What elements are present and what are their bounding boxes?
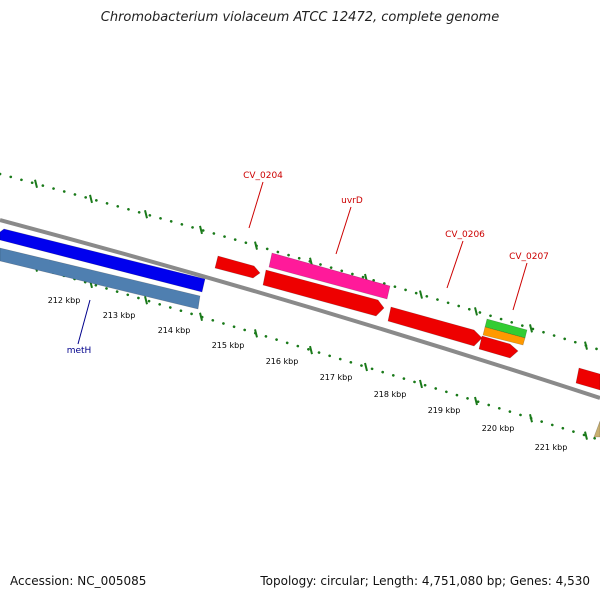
cv0204-leader xyxy=(248,181,264,229)
major-tick xyxy=(89,194,93,204)
major-tick xyxy=(254,241,258,250)
tick-label: 221 kbp xyxy=(535,443,568,452)
label-cv0204: CV_0204 xyxy=(243,171,283,181)
major-tick xyxy=(529,324,533,333)
major-tick xyxy=(144,295,148,305)
tick-label: 220 kbp xyxy=(482,424,515,433)
gene-red-3[interactable] xyxy=(387,306,483,347)
major-tick xyxy=(584,431,588,440)
major-tick xyxy=(419,290,423,299)
map-title: Chromobacterium violaceum ATCC 12472, co… xyxy=(100,10,500,25)
major-tick xyxy=(254,329,258,338)
major-tick xyxy=(419,379,423,389)
major-tick xyxy=(474,307,478,316)
tick-labels: 212 kbp 213 kbp 214 kbp 215 kbp 216 kbp … xyxy=(48,296,568,452)
gene-orange[interactable] xyxy=(482,326,526,346)
cv0206-leader xyxy=(446,240,464,289)
label-uvrd: uvrD xyxy=(341,196,363,206)
gene-red-1[interactable] xyxy=(214,255,261,279)
cv0207-leader xyxy=(512,262,528,311)
major-tick xyxy=(584,341,588,350)
meth-leader xyxy=(77,299,91,345)
major-tick xyxy=(364,362,368,372)
outer-dot-track xyxy=(0,172,600,352)
major-tick xyxy=(34,179,38,189)
gene-tan[interactable] xyxy=(593,420,600,438)
label-cv0206: CV_0206 xyxy=(445,230,485,240)
gene-features xyxy=(0,228,600,438)
tick-label: 213 kbp xyxy=(103,311,136,320)
genome-backbone xyxy=(0,218,600,400)
gene-uvrd-pink[interactable] xyxy=(268,252,391,300)
major-tick xyxy=(199,312,203,321)
major-tick xyxy=(199,225,203,235)
tick-label: 216 kbp xyxy=(266,357,299,366)
gene-red-4[interactable] xyxy=(478,335,519,359)
gene-meth-blue[interactable] xyxy=(0,228,206,293)
gene-red-2[interactable] xyxy=(262,269,385,317)
major-tick xyxy=(529,414,533,423)
tick-label: 218 kbp xyxy=(374,390,407,399)
tick-label: 212 kbp xyxy=(48,296,81,305)
uvrd-leader xyxy=(335,206,352,255)
gene-meth-steel[interactable] xyxy=(0,247,201,310)
major-tick xyxy=(474,396,478,406)
inner-dot-track xyxy=(0,255,600,442)
tick-label: 214 kbp xyxy=(158,326,191,335)
tick-label: 215 kbp xyxy=(212,341,245,350)
major-tick xyxy=(144,210,148,219)
tick-label: 217 kbp xyxy=(320,373,353,382)
label-cv0207: CV_0207 xyxy=(509,252,549,262)
summary-text: Topology: circular; Length: 4,751,080 bp… xyxy=(260,574,590,588)
tick-label: 219 kbp xyxy=(428,406,461,415)
major-tick xyxy=(309,345,313,355)
gene-red-5[interactable] xyxy=(575,367,600,391)
label-meth: metH xyxy=(67,346,92,356)
accession-text: Accession: NC_005085 xyxy=(10,574,147,588)
